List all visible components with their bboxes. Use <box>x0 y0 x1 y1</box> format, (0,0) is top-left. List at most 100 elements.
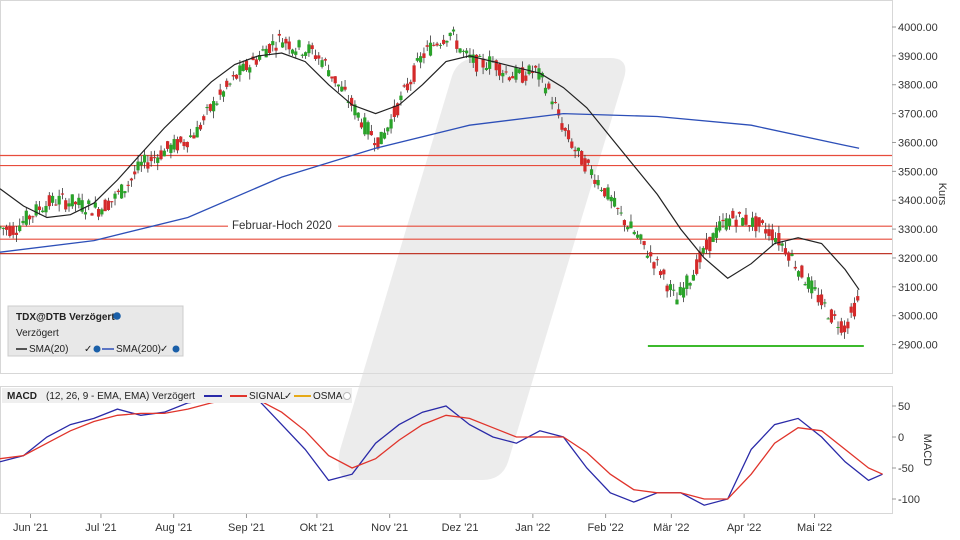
macd-params: (12, 26, 9 - EMA, EMA) Verzögert <box>46 391 195 402</box>
candle-down <box>103 199 107 212</box>
price-tick-label: 3100.00 <box>898 282 938 294</box>
osma-toggle-icon[interactable] <box>343 392 351 400</box>
macd-line <box>0 392 883 506</box>
candle-down <box>721 219 725 222</box>
candle-down <box>179 136 183 143</box>
candle-up <box>1 227 5 229</box>
sma200-edit-icon[interactable]: ✓ <box>160 344 168 355</box>
candle-up <box>271 41 275 46</box>
candle-down <box>655 259 659 261</box>
candle-down <box>8 225 12 236</box>
candle-up <box>635 234 640 238</box>
candle-up <box>156 157 160 163</box>
candle-down <box>396 103 400 116</box>
candle-up <box>100 209 104 215</box>
candle-down <box>405 83 410 91</box>
x-tick-label: Feb '22 <box>587 522 623 534</box>
candle-down <box>819 294 824 306</box>
candle-down <box>54 204 58 206</box>
macd-tick-label: 50 <box>898 401 910 413</box>
candle-down <box>534 65 538 68</box>
candle-down <box>524 75 528 81</box>
candle-down <box>777 232 781 246</box>
candle-up <box>241 63 245 71</box>
candle-up <box>307 44 311 54</box>
candle-up <box>50 195 55 203</box>
candle-up <box>750 217 755 227</box>
candle-up <box>691 274 696 281</box>
x-tick-label: Jun '21 <box>13 522 48 534</box>
signal-edit-icon[interactable]: ✓ <box>284 391 292 402</box>
candle-down <box>126 184 130 186</box>
candle-down <box>580 151 584 165</box>
candle-down <box>422 53 426 58</box>
time-x-axis: Jun '21 Jul '21 Aug '21 Sep '21 Okt '21 Nov '… <box>13 514 832 534</box>
candle-down <box>593 179 597 184</box>
price-tick-label: 3700.00 <box>898 109 938 121</box>
candle-down <box>734 219 738 227</box>
candle-up <box>576 147 580 152</box>
candle-down <box>757 217 761 227</box>
candle-up <box>537 68 541 80</box>
candle-up <box>718 221 722 231</box>
price-tick-label: 3000.00 <box>898 311 938 323</box>
sma20-globe-icon[interactable] <box>93 345 101 353</box>
candle-up <box>645 255 650 258</box>
candle-up <box>773 238 778 243</box>
signal-line <box>0 397 883 500</box>
globe-icon[interactable] <box>113 312 121 320</box>
x-tick-label: Jul '21 <box>85 522 116 534</box>
candle-down <box>708 236 712 252</box>
candle-down <box>369 131 373 136</box>
x-tick-label: Aug '21 <box>155 522 192 534</box>
candle-up <box>297 40 301 48</box>
candle-down <box>767 229 771 236</box>
candle-down <box>31 216 35 218</box>
candle-down <box>622 220 626 226</box>
candle-up <box>780 243 784 246</box>
candle-up <box>386 127 390 132</box>
candle-up <box>41 210 45 213</box>
candle-up <box>113 193 117 199</box>
candle-down <box>764 229 768 234</box>
sma200-globe-icon[interactable] <box>172 345 180 353</box>
candle-up <box>327 70 331 77</box>
candle-down <box>202 116 206 121</box>
candle-down <box>133 171 137 175</box>
x-tick-label: Apr '22 <box>727 522 762 534</box>
candle-up <box>724 218 728 230</box>
candle-down <box>146 162 150 169</box>
x-tick-label: Dez '21 <box>442 522 479 534</box>
candle-up <box>681 287 686 298</box>
candle-down <box>649 252 653 257</box>
candle-up <box>294 51 298 55</box>
candle-up <box>221 91 226 97</box>
candle-down <box>310 45 314 50</box>
watermark-logo <box>338 58 626 480</box>
candle-down <box>4 226 9 230</box>
price-tick-label: 3800.00 <box>898 80 938 92</box>
candle-down <box>96 208 101 217</box>
candle-up <box>790 253 794 256</box>
candle-up <box>340 86 344 92</box>
candle-down <box>563 127 567 131</box>
candle-down <box>175 139 180 151</box>
candle-up <box>599 189 603 191</box>
candle-down <box>409 81 413 85</box>
candle-down <box>359 122 364 128</box>
candle-down <box>343 86 347 90</box>
candle-down <box>842 325 847 333</box>
candle-down <box>110 201 114 203</box>
candle-down <box>333 76 337 84</box>
candle-down <box>37 206 42 211</box>
candle-up <box>810 280 814 294</box>
candle-down <box>573 149 577 152</box>
sma20-line <box>0 52 860 291</box>
sma20-edit-icon[interactable]: ✓ <box>84 344 92 355</box>
candle-down <box>323 59 327 61</box>
candle-up <box>57 195 61 205</box>
candle-up <box>596 180 600 186</box>
candle-down <box>412 65 416 82</box>
candle-up <box>714 227 719 238</box>
candle-down <box>793 266 797 269</box>
